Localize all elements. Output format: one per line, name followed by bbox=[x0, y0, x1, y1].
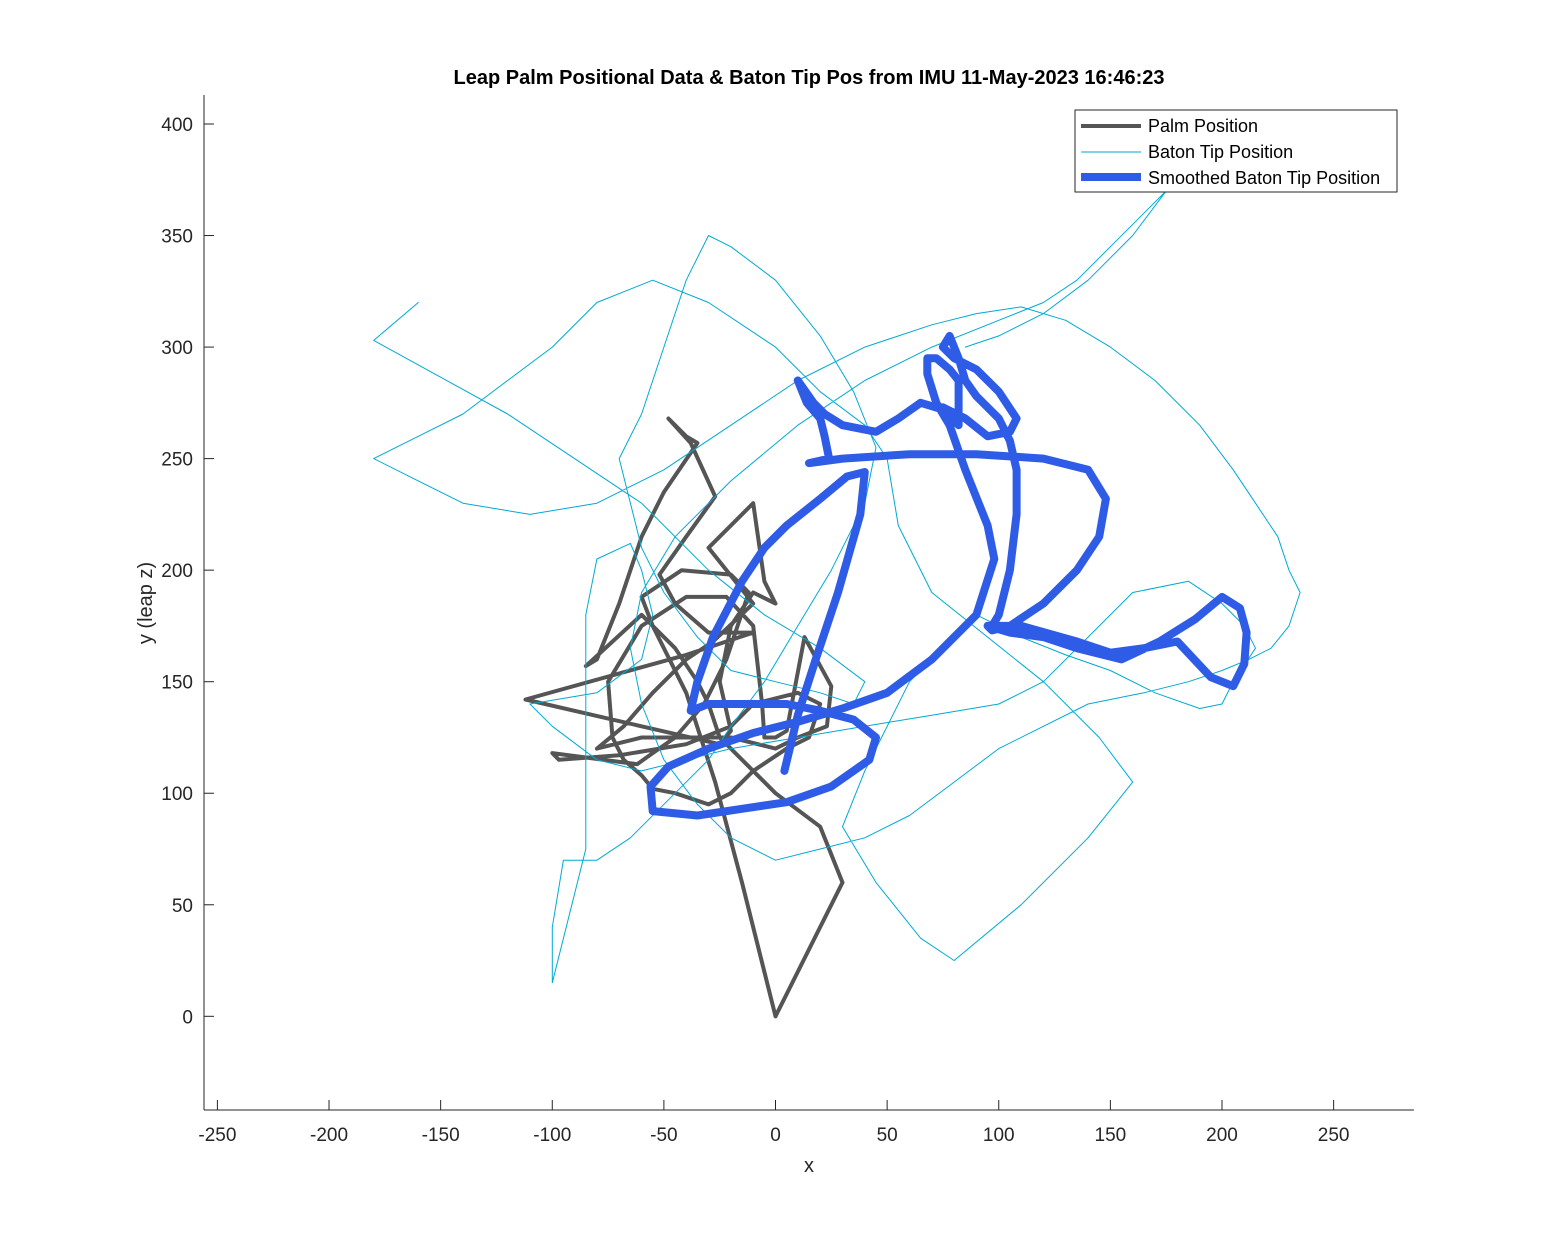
y-tick-label: 350 bbox=[161, 227, 193, 248]
chart-title: Leap Palm Positional Data & Baton Tip Po… bbox=[454, 67, 1165, 89]
x-tick-label: -100 bbox=[533, 1125, 571, 1146]
y-tick-label: 0 bbox=[182, 1007, 193, 1028]
plot-area bbox=[373, 190, 1301, 1019]
x-tick-label: 100 bbox=[983, 1125, 1015, 1146]
y-tick-label: 250 bbox=[161, 450, 193, 471]
x-axis-label: x bbox=[804, 1155, 814, 1177]
x-tick-label: 200 bbox=[1206, 1125, 1238, 1146]
y-tick-label: 200 bbox=[161, 561, 193, 582]
y-tick-label: 300 bbox=[161, 338, 193, 359]
x-ticks: -250 -200 -150 -100 -50 0 50 100 150 200 250 bbox=[198, 1100, 1349, 1146]
y-tick-label: 100 bbox=[161, 784, 193, 805]
y-ticks: 0 50 100 150 200 250 300 350 400 bbox=[161, 115, 214, 1028]
y-tick-label: 50 bbox=[172, 896, 193, 917]
x-tick-label: -200 bbox=[310, 1125, 348, 1146]
legend-label-palm: Palm Position bbox=[1148, 116, 1258, 136]
x-tick-label: 0 bbox=[770, 1125, 781, 1146]
y-axis-label: y (leap z) bbox=[135, 562, 157, 644]
x-tick-label: -150 bbox=[422, 1125, 460, 1146]
y-tick-label: 150 bbox=[161, 673, 193, 694]
x-tick-label: 250 bbox=[1318, 1125, 1350, 1146]
series-layer bbox=[373, 190, 1301, 1019]
x-tick-label: -50 bbox=[650, 1125, 677, 1146]
y-tick-label: 400 bbox=[161, 115, 193, 136]
legend-label-baton: Baton Tip Position bbox=[1148, 142, 1293, 162]
series-line-3 bbox=[646, 331, 1251, 820]
x-tick-label: 150 bbox=[1095, 1125, 1127, 1146]
x-tick-label: -250 bbox=[198, 1125, 236, 1146]
x-tick-label: 50 bbox=[877, 1125, 898, 1146]
series-line-2 bbox=[373, 190, 1301, 984]
legend-label-smoothed: Smoothed Baton Tip Position bbox=[1148, 168, 1380, 188]
legend: Palm Position Baton Tip Position Smoothe… bbox=[1074, 109, 1398, 193]
axes bbox=[203, 95, 1414, 1111]
